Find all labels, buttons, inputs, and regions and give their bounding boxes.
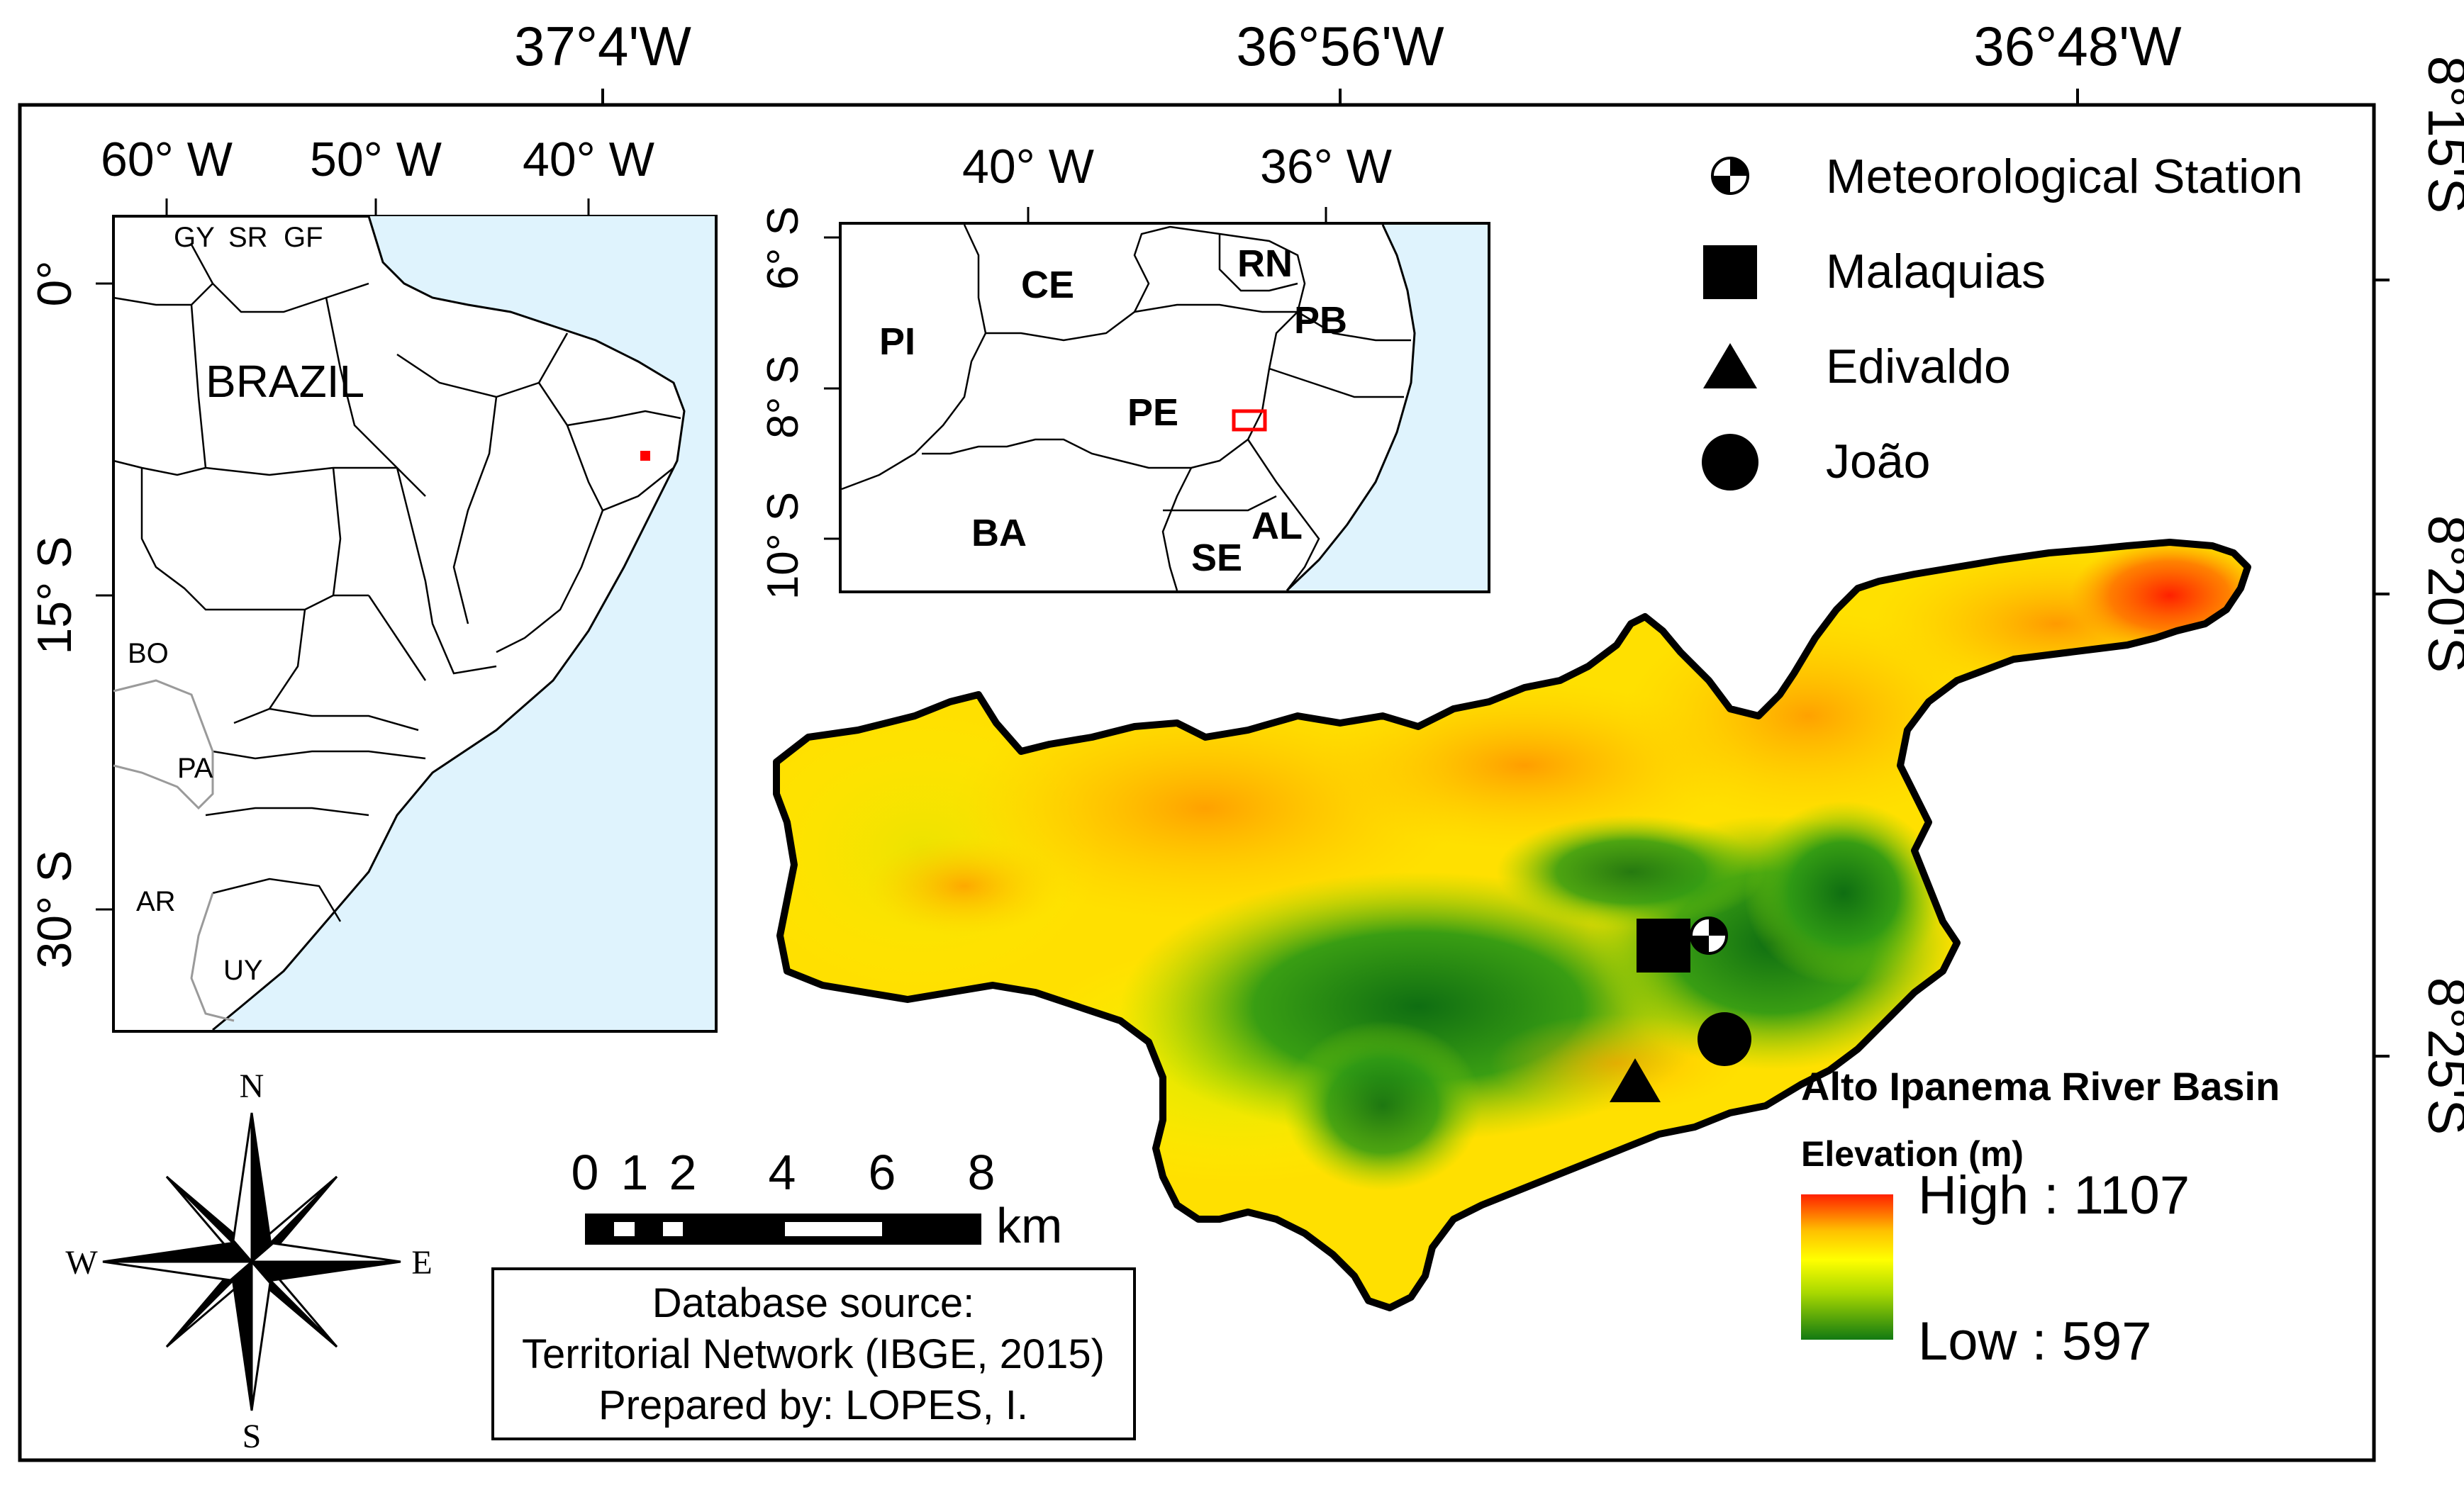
top-coordinate-labels: 37°4'W 36°56'W 36°48'W: [514, 15, 2182, 77]
label-gf: GF: [284, 222, 323, 253]
compass-north-label: N: [240, 1067, 264, 1105]
basin-title: Alto Ipanema River Basin: [1801, 1064, 2280, 1109]
right-coord-3: 8°25'S: [2416, 977, 2464, 1135]
brazil-coord-60w: 60° W: [101, 133, 233, 186]
label-rn: RN: [1237, 242, 1293, 285]
source-box-frame: [491, 1267, 1136, 1440]
brazil-country-label: BRAZIL: [206, 356, 364, 407]
scale-bar: 0 1 2 4 6 8 km: [572, 1145, 1063, 1253]
compass-cardinal-points: [102, 1112, 401, 1411]
region-inset-left-coords: 6° S 8° S 10° S: [759, 206, 808, 600]
state-labels: CE RN PB PI PE BA AL SE: [879, 242, 1347, 579]
brazil-ocean: [213, 216, 715, 1030]
malaquias-marker: [1637, 919, 1690, 973]
triangle-icon: [1703, 343, 1757, 388]
frame-ticks: [601, 89, 2390, 1058]
label-pb: PB: [1294, 299, 1347, 342]
region-coastline: [1286, 224, 1416, 592]
compass-rose: N E S W: [65, 1067, 432, 1455]
legend-label-malaquias: Malaquias: [1826, 245, 2046, 298]
scale-tick-1: 1: [621, 1145, 649, 1200]
region-inset-top-coords: 40° W 36° W: [962, 140, 1392, 194]
basin-outline: [773, 539, 2251, 1311]
meteorological-station-icon: [1711, 157, 1749, 195]
region-coord-40w: 40° W: [962, 140, 1094, 194]
region-inset: CE RN PB PI PE BA AL SE 40° W 36° W 6° S…: [759, 140, 1490, 600]
label-ar: AR: [136, 886, 176, 917]
right-coord-1: 8°15'S: [2416, 56, 2464, 213]
scale-tick-8: 8: [968, 1145, 996, 1200]
region-coord-8s: 8° S: [759, 355, 808, 439]
neighbor-country-labels: GY SR GF BO PA AR UY: [128, 222, 323, 986]
top-coord-2: 36°56'W: [1236, 15, 1444, 77]
legend-label-meteorological-station: Meteorological Station: [1826, 150, 2303, 203]
brazil-study-area-marker: [640, 451, 650, 461]
brazil-coord-0: 0°: [28, 260, 82, 306]
label-pe: PE: [1127, 391, 1178, 434]
top-coord-1: 37°4'W: [514, 15, 691, 77]
source-line-3: Prepared by: LOPES, I.: [598, 1382, 1028, 1428]
elevation-subtitle: Elevation (m): [1801, 1134, 2024, 1174]
source-box: Database source: Territorial Network (IB…: [491, 1267, 1136, 1440]
scale-tick-4: 4: [769, 1145, 796, 1200]
square-icon: [1703, 245, 1757, 299]
meteorological-station-marker: [1690, 917, 1728, 955]
label-bo: BO: [128, 638, 169, 669]
top-coord-3: 36°48'W: [1973, 15, 2182, 77]
scale-unit: km: [996, 1198, 1062, 1253]
label-sr: SR: [228, 222, 268, 253]
region-state-boundaries: [841, 224, 1411, 591]
brazil-state-boundaries: [113, 244, 681, 922]
label-ce: CE: [1021, 264, 1074, 306]
label-se: SE: [1191, 537, 1242, 579]
label-pi: PI: [879, 320, 915, 363]
brazil-coastline: [212, 215, 686, 1031]
brazil-coord-50w: 50° W: [310, 133, 442, 186]
region-inset-ticks: [824, 207, 1327, 540]
scale-tick-6: 6: [869, 1145, 896, 1200]
edivaldo-marker: [1610, 1058, 1661, 1102]
brazil-coord-40w: 40° W: [523, 133, 654, 186]
right-coordinate-labels: 8°15'S 8°20'S 8°25'S: [2416, 56, 2464, 1135]
elevation-color-ramp: [1801, 1194, 1893, 1340]
brazil-inset-ticks: [96, 198, 590, 911]
region-study-area-marker: [1232, 409, 1267, 432]
compass-east-label: E: [411, 1244, 432, 1282]
circle-icon: [1702, 434, 1758, 491]
label-gy: GY: [174, 222, 215, 253]
source-line-2: Territorial Network (IBGE, 2015): [522, 1331, 1105, 1377]
scale-tick-0: 0: [572, 1145, 599, 1200]
region-coord-36w: 36° W: [1260, 140, 1392, 194]
scale-bar-ticks: 0 1 2 4 6 8: [572, 1145, 996, 1200]
label-pa: PA: [177, 753, 213, 784]
source-line-1: Database source:: [652, 1280, 975, 1326]
compass-diagonal-points: [165, 1175, 338, 1348]
scale-tick-2: 2: [669, 1145, 697, 1200]
brazil-inset: BRAZIL GY SR GF BO PA AR UY 60° W 50° W …: [28, 133, 718, 1033]
brazil-coord-15s: 15° S: [28, 536, 82, 654]
joao-marker: [1698, 1012, 1751, 1066]
elevation-legend: Alto Ipanema River Basin Elevation (m) H…: [1801, 1064, 2280, 1372]
brazil-inset-left-coords: 0° 15° S 30° S: [28, 260, 82, 968]
compass-south-label: S: [243, 1418, 262, 1455]
compass-west-label: W: [65, 1244, 98, 1282]
region-ocean: [1287, 225, 1488, 590]
brazil-international-borders: [113, 679, 235, 1022]
label-ba: BA: [971, 512, 1027, 554]
label-uy: UY: [223, 955, 263, 986]
elevation-low-label: Low : 597: [1918, 1311, 2152, 1372]
label-al: AL: [1251, 505, 1303, 547]
legend-label-edivaldo: Edivaldo: [1826, 340, 2011, 393]
region-coord-6s: 6° S: [759, 206, 808, 290]
region-coord-10s: 10° S: [759, 492, 808, 600]
legend-label-joao: João: [1826, 435, 1930, 488]
brazil-inset-top-coords: 60° W 50° W 40° W: [101, 133, 654, 186]
elevation-high-label: High : 1107: [1918, 1165, 2190, 1226]
right-coord-2: 8°20'S: [2416, 515, 2464, 673]
symbol-legend: Meteorological Station Malaquias Edivald…: [1702, 150, 2303, 491]
brazil-coord-30s: 30° S: [28, 850, 82, 968]
